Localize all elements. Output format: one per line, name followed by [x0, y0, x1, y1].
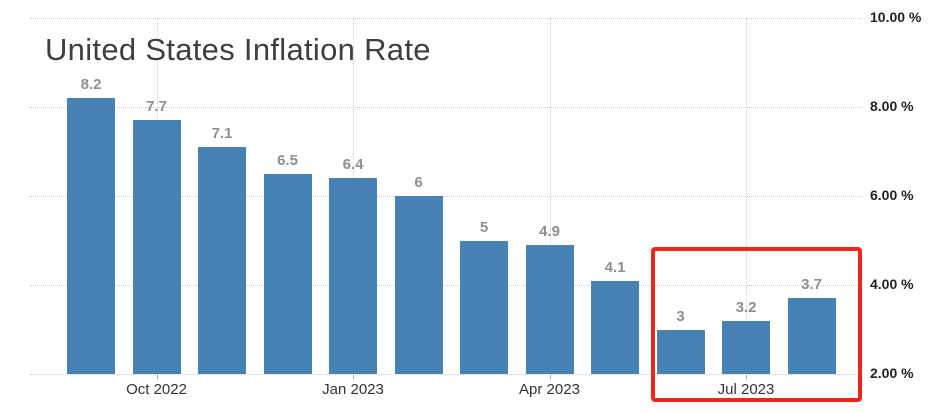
chart-title: United States Inflation Rate: [45, 32, 431, 67]
bar-value-label: 7.1: [211, 125, 233, 143]
v-gridline: [549, 18, 551, 374]
x-tick-mark: [156, 375, 158, 379]
bar-value-label: 3.7: [801, 276, 822, 294]
bar: [460, 240, 508, 374]
x-tick-label: Jul 2023: [717, 381, 775, 398]
bar-value-label: 8.2: [80, 76, 102, 94]
h-gridline: [30, 196, 862, 197]
bar: [394, 196, 443, 374]
h-gridline: [30, 285, 862, 286]
x-tick-label: Jan 2023: [322, 381, 384, 398]
highlight-box: [651, 247, 862, 402]
h-gridline: [30, 107, 862, 108]
bar-value-label: 5: [479, 218, 489, 236]
x-tick-mark: [549, 375, 551, 379]
y-tick-label: 10.00 %: [870, 9, 922, 25]
bar: [525, 244, 574, 374]
bar-value-label: 7.7: [146, 98, 167, 116]
bar: [329, 178, 377, 374]
x-tick-mark: [353, 375, 354, 379]
bar: [722, 320, 770, 374]
bar-value-label: 6: [414, 174, 423, 191]
y-tick-label: 8.00 %: [870, 98, 914, 114]
bar: [591, 280, 639, 374]
bar: [67, 98, 115, 374]
bar-value-label: 6.5: [277, 151, 298, 169]
bar-value-label: 4.1: [604, 258, 626, 276]
h-gridline: [30, 374, 862, 375]
bar-value-label: 4.9: [539, 222, 560, 240]
bar: [656, 329, 705, 374]
v-gridline: [746, 18, 747, 374]
bar-value-label: 3: [676, 307, 685, 325]
h-gridline: [30, 18, 862, 19]
x-tick-label: Apr 2023: [519, 381, 580, 398]
x-tick-mark: [746, 375, 747, 379]
y-tick-label: 6.00 %: [870, 187, 914, 203]
bar: [787, 298, 836, 374]
bar-value-label: 3.2: [735, 298, 757, 316]
x-tick-label: Oct 2022: [126, 381, 187, 398]
y-tick-label: 4.00 %: [870, 276, 914, 292]
y-tick-label: 2.00 %: [870, 365, 914, 381]
bar: [132, 120, 181, 374]
bar: [198, 147, 246, 374]
bar-value-label: 6.4: [342, 156, 364, 174]
bar: [263, 173, 312, 375]
